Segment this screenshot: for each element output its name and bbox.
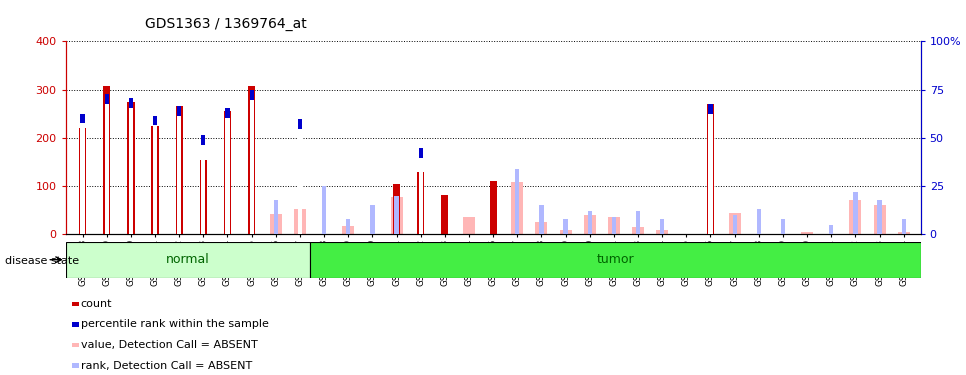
- Bar: [873, 206, 886, 234]
- Bar: [441, 195, 448, 234]
- Bar: [563, 219, 568, 234]
- Bar: [394, 196, 399, 234]
- Bar: [128, 98, 133, 234]
- Bar: [201, 145, 206, 234]
- Bar: [636, 211, 640, 234]
- Bar: [418, 148, 423, 234]
- Bar: [346, 219, 351, 234]
- Bar: [732, 215, 737, 234]
- Bar: [79, 128, 86, 234]
- Bar: [80, 123, 85, 234]
- Bar: [417, 172, 424, 234]
- Bar: [342, 226, 355, 234]
- Bar: [128, 108, 133, 234]
- Bar: [128, 102, 134, 234]
- Bar: [249, 100, 254, 234]
- Bar: [225, 108, 230, 234]
- Text: count: count: [80, 299, 112, 309]
- Bar: [104, 94, 109, 234]
- Bar: [632, 227, 644, 234]
- Bar: [511, 182, 524, 234]
- Bar: [707, 104, 714, 234]
- Bar: [393, 184, 400, 234]
- Bar: [322, 186, 327, 234]
- Bar: [801, 232, 813, 234]
- Bar: [539, 206, 544, 234]
- Bar: [463, 217, 475, 234]
- Bar: [781, 219, 785, 234]
- Bar: [177, 116, 182, 234]
- Bar: [200, 159, 207, 234]
- Bar: [270, 214, 282, 234]
- Text: tumor: tumor: [596, 253, 634, 266]
- Bar: [418, 158, 423, 234]
- Bar: [298, 128, 302, 234]
- Bar: [249, 90, 254, 234]
- Text: rank, Detection Call = ABSENT: rank, Detection Call = ABSENT: [80, 361, 252, 370]
- Bar: [225, 117, 230, 234]
- Text: GDS1363 / 1369764_at: GDS1363 / 1369764_at: [145, 17, 306, 31]
- Bar: [224, 111, 231, 234]
- Bar: [310, 242, 921, 278]
- Bar: [104, 104, 109, 234]
- Text: value, Detection Call = ABSENT: value, Detection Call = ABSENT: [80, 340, 257, 350]
- Bar: [728, 213, 741, 234]
- Bar: [656, 230, 668, 234]
- Bar: [583, 215, 596, 234]
- Bar: [390, 197, 403, 234]
- Bar: [901, 219, 906, 234]
- Bar: [153, 116, 157, 234]
- Bar: [849, 200, 862, 234]
- Text: normal: normal: [166, 253, 210, 266]
- Bar: [608, 217, 620, 234]
- Bar: [294, 209, 306, 234]
- Bar: [515, 169, 520, 234]
- Bar: [298, 129, 302, 234]
- Bar: [152, 126, 158, 234]
- Bar: [298, 120, 302, 234]
- Bar: [248, 86, 255, 234]
- Bar: [660, 219, 665, 234]
- Bar: [66, 242, 310, 278]
- Bar: [370, 206, 375, 234]
- Bar: [535, 222, 548, 234]
- Bar: [177, 106, 182, 234]
- Bar: [829, 225, 834, 234]
- Bar: [877, 200, 882, 234]
- Bar: [559, 230, 572, 234]
- Bar: [103, 86, 110, 234]
- Bar: [611, 217, 616, 234]
- Bar: [273, 200, 278, 234]
- Text: percentile rank within the sample: percentile rank within the sample: [80, 320, 269, 329]
- Bar: [80, 114, 85, 234]
- Bar: [897, 232, 910, 234]
- Bar: [756, 209, 761, 234]
- Bar: [708, 104, 713, 234]
- Bar: [490, 181, 497, 234]
- Text: disease state: disease state: [5, 256, 79, 266]
- Bar: [201, 135, 206, 234]
- Bar: [176, 106, 183, 234]
- Bar: [853, 192, 858, 234]
- Bar: [587, 211, 592, 234]
- Bar: [153, 125, 157, 234]
- Bar: [708, 114, 713, 234]
